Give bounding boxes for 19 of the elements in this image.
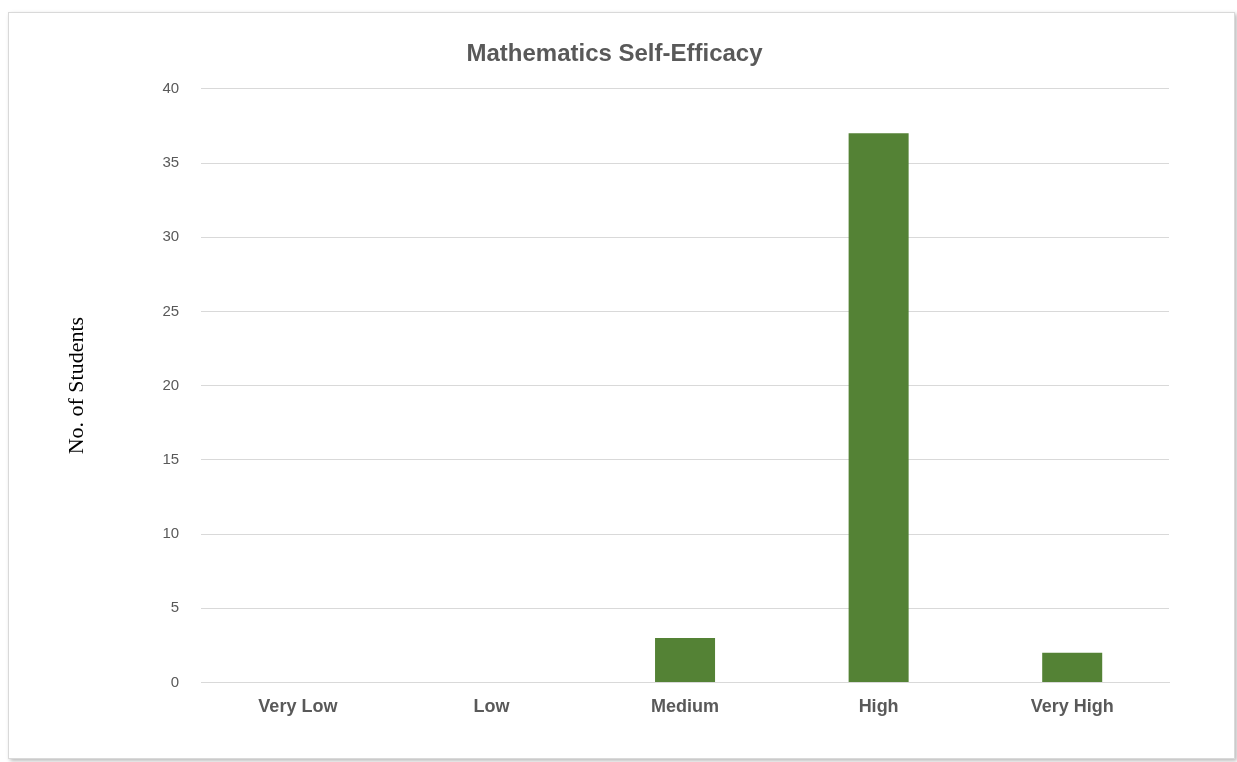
y-tick-label: 10 xyxy=(162,524,180,542)
y-tick-label: 25 xyxy=(162,301,180,319)
y-tick-label: 30 xyxy=(162,227,180,245)
x-tick-label: Very Low xyxy=(258,696,339,717)
x-tick-label: High xyxy=(858,696,899,717)
y-tick-label: 0 xyxy=(170,672,180,690)
y-tick-label: 20 xyxy=(162,375,180,393)
x-tick-label: Very High xyxy=(1030,696,1114,717)
bar xyxy=(848,133,909,682)
y-tick-label: 15 xyxy=(162,449,180,467)
y-axis-title: No. of Students xyxy=(62,316,88,455)
bar xyxy=(655,637,716,682)
x-tick-label: Medium xyxy=(651,696,720,717)
y-tick-label: 5 xyxy=(170,598,180,616)
y-tick-label: 40 xyxy=(162,78,180,96)
x-tick-label: Low xyxy=(473,696,511,717)
y-tick-label: 35 xyxy=(162,153,180,171)
chart-title: Mathematics Self-Efficacy xyxy=(466,39,764,67)
bar xyxy=(1042,652,1103,682)
